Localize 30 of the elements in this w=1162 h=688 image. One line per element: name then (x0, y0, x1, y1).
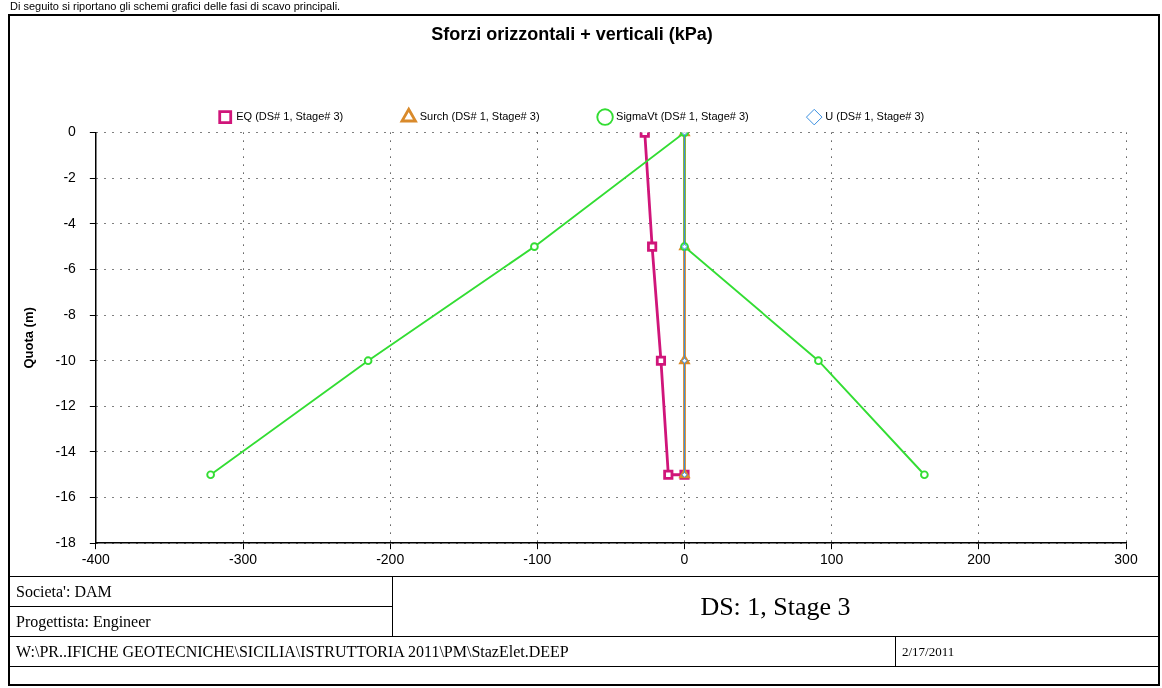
y-tick-label: -4 (63, 214, 77, 231)
y-tick-label: 0 (68, 123, 77, 140)
x-tick-label: -300 (228, 551, 258, 568)
text: W:\PR..IFICHE GEOTECNICHE\SICILIA\ISTRUTTORIA 2011\PM\StazElet.DEEP (9, 636, 896, 667)
x-tick-label: 100 (819, 551, 844, 568)
text: Di seguito si riportano gli schemi grafici delle fasi di scavo principali. (10, 0, 341, 13)
x-tick-label: 200 (967, 551, 991, 568)
x-tick-label: -100 (523, 551, 552, 568)
text: Progettista: Engineer (9, 606, 393, 637)
y-tick-label: -12 (55, 397, 77, 414)
y-tick-label: -10 (55, 351, 77, 368)
y-tick-label: -6 (63, 260, 77, 277)
legend-label: Surch (DS# 1, Stage# 3) (419, 110, 540, 123)
chart-title: Sforzi orizzontali + verticali (kPa) (431, 23, 713, 44)
y-tick-label: -14 (55, 442, 77, 459)
text: DS: 1, Stage 3 (392, 576, 1159, 637)
text: 2/17/2011 (895, 636, 1159, 667)
x-tick-label: -200 (376, 551, 405, 568)
y-tick-label: -8 (63, 305, 77, 322)
y-axis-title: Quota (m) (21, 307, 37, 369)
legend-label: SigmaVt (DS# 1, Stage# 3) (616, 110, 749, 123)
legend-label: EQ (DS# 1, Stage# 3) (236, 110, 344, 123)
x-tick-label: -400 (81, 551, 111, 568)
y-tick-label: -16 (55, 488, 77, 505)
y-tick-label: -2 (63, 169, 77, 186)
y-tick-label: -18 (55, 534, 77, 551)
x-tick-label: 0 (680, 551, 689, 568)
legend-label: U (DS# 1, Stage# 3) (825, 110, 925, 123)
text: Societa': DAM (9, 576, 393, 607)
x-tick-label: 300 (1114, 551, 1138, 568)
